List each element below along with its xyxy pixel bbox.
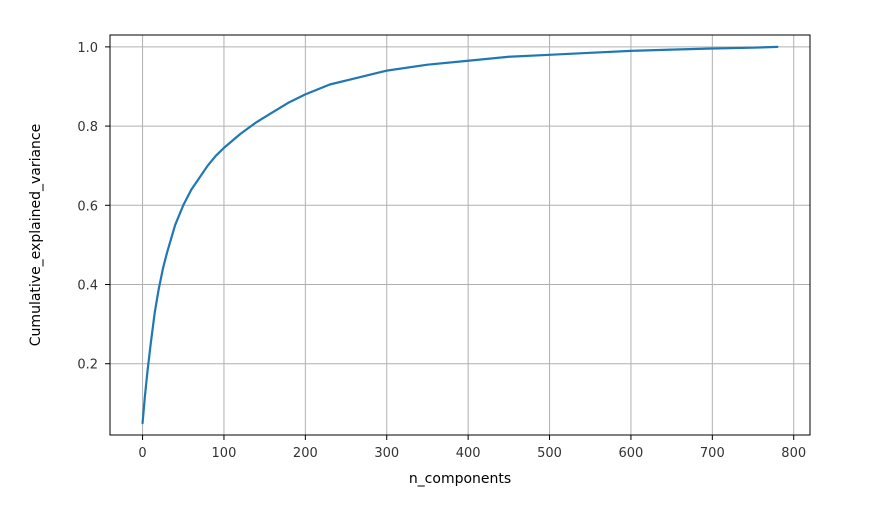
y-tick-label: 0.8 bbox=[77, 120, 98, 135]
y-tick-label: 0.6 bbox=[77, 199, 98, 214]
x-tick-label: 800 bbox=[781, 446, 806, 461]
x-tick-label: 0 bbox=[138, 446, 146, 461]
x-tick-label: 700 bbox=[700, 446, 725, 461]
x-tick-label: 600 bbox=[619, 446, 644, 461]
x-tick-label: 100 bbox=[212, 446, 237, 461]
x-tick-label: 400 bbox=[456, 446, 481, 461]
y-tick-label: 1.0 bbox=[77, 41, 98, 56]
x-axis-label: n_components bbox=[409, 471, 511, 487]
y-tick-label: 0.2 bbox=[77, 358, 98, 373]
y-axis-label: Cumulative_explained_variance bbox=[28, 124, 44, 346]
y-tick-label: 0.4 bbox=[77, 279, 98, 294]
x-tick-label: 300 bbox=[374, 446, 399, 461]
variance-line-chart: 0 100 200 300 400 500 600 700 800 0.2 0.4 0.6 0.8 1.0… bbox=[0, 0, 874, 513]
x-tick-label: 500 bbox=[537, 446, 562, 461]
x-tick-label: 200 bbox=[293, 446, 318, 461]
chart-container: 0 100 200 300 400 500 600 700 800 0.2 0.4 0.6 0.8 1.0… bbox=[0, 0, 874, 513]
